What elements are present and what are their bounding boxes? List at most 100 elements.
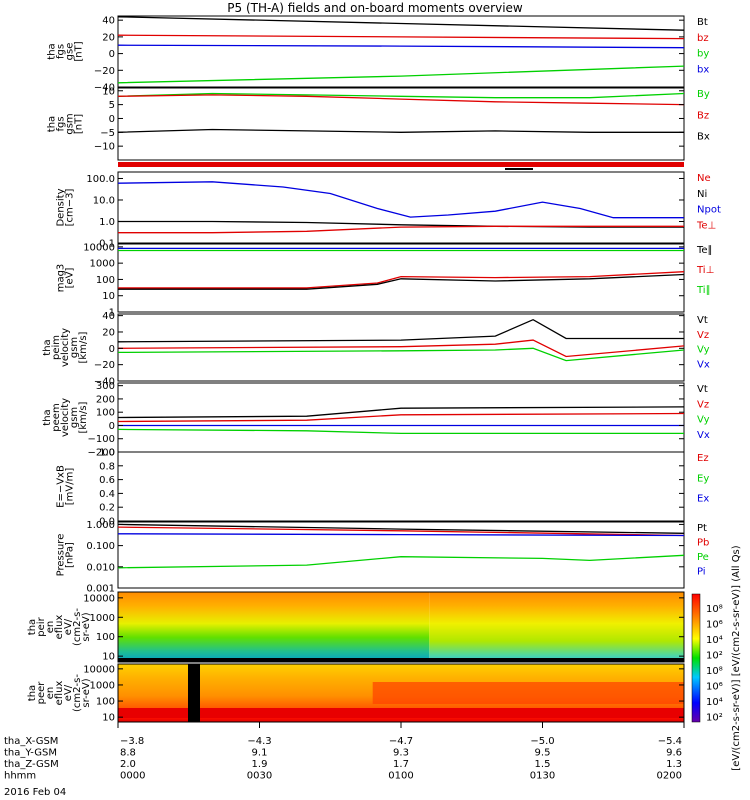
heatmap-data-gap — [188, 664, 200, 722]
series-line-2 — [118, 225, 684, 234]
ytick-label: −100 — [88, 434, 115, 445]
ytick-label: 1.0 — [99, 448, 115, 459]
heatmap-ion-late — [429, 592, 684, 662]
ylabel-line: tha — [27, 619, 38, 635]
colorbar-label: [eV/(cm2-s-sr-eV)] [eV/(cm2-s-sr-eV)] (A… — [731, 545, 742, 770]
ylabel-line: (cm2-s- — [72, 674, 83, 712]
ylabel-line: en — [45, 621, 56, 634]
xaxis-value: −5.0 — [530, 736, 554, 747]
series-line-1 — [117, 94, 685, 106]
ytick-label: 0 — [109, 114, 115, 125]
ytick-label: 0.100 — [86, 541, 115, 552]
heatmap-electron-low-band — [118, 708, 684, 718]
ylabel-line: tha — [27, 685, 38, 701]
ytick-label: 0.8 — [99, 461, 115, 472]
ytick-label: 10000 — [83, 593, 115, 604]
date-label: 2016 Feb 04 — [4, 787, 66, 798]
ylabel-line: sr-eV) — [81, 678, 92, 707]
ytick-label: 1.000 — [86, 520, 115, 531]
ylabel-line: tha — [47, 116, 58, 132]
xaxis-value: 1.3 — [666, 759, 682, 770]
legend-entry: by — [697, 49, 709, 60]
colorbar-strip — [691, 593, 701, 723]
series-line-1 — [117, 34, 685, 40]
ylabel-line: E=−VxB — [56, 465, 67, 508]
series-line-2 — [118, 271, 685, 289]
figure-title: P5 (TH-A) fields and on-board moments ov… — [227, 1, 523, 15]
ylabel-line: peem — [51, 403, 62, 431]
legend-entry: Vz — [697, 330, 709, 341]
series-line-1 — [117, 412, 685, 423]
ylabel-line: [km/s] — [78, 401, 89, 433]
series-line-3 — [117, 554, 685, 569]
panel-frame — [117, 451, 685, 522]
panel-temperature: 10000 1000 100 10 1 mag3[eV] Te∥ Ti⊥ Ti∥ — [56, 242, 715, 318]
ylabel-line: [nT] — [74, 41, 85, 61]
ylabel-line: [nT] — [74, 114, 85, 134]
xaxis-row-label: tha_Z-GSM — [4, 759, 59, 770]
legend-entry: Npot — [697, 205, 721, 216]
panel-density: 100.0 10.0 1.0 0.1 Density[cm−3] Ne Ni Npot Te⊥ — [56, 171, 721, 250]
panel-frame — [117, 313, 685, 382]
panel-peir-en-eflux: 10000 1000 100 10 thapeirenefluxeV/(cm2-s-sr… — [27, 591, 685, 663]
ylabel-line: gse — [65, 43, 76, 61]
legend-entry: By — [697, 89, 710, 100]
ylabel-line: tha — [47, 43, 58, 59]
xaxis-row-label: hhmm — [4, 771, 36, 782]
ytick-label: 40 — [102, 311, 115, 322]
ytick-label: 20 — [102, 32, 115, 43]
heatmap-gap-band — [118, 658, 684, 662]
ytick-label: 0.010 — [86, 562, 115, 573]
xaxis-row-label: tha_X-GSM — [4, 736, 58, 747]
legend-entry: bx — [697, 64, 709, 75]
panel-frame — [117, 521, 685, 589]
ytick-label: 10000 — [83, 664, 115, 675]
xaxis-value: −4.3 — [247, 736, 271, 747]
panel-frame — [117, 87, 685, 161]
heatmap-ion-early — [118, 592, 430, 662]
ytick-label: 20 — [102, 327, 115, 338]
panel-peer-en-eflux: 10000 1000 100 10 thapeerenefluxeV/(cm2-s-sr… — [27, 663, 685, 724]
ytick-label: 10 — [102, 86, 115, 97]
ytick-label: 10 — [102, 713, 115, 724]
ylabel-line: mag3 — [56, 264, 67, 293]
legend-entry: Vy — [697, 415, 710, 426]
ytick-label: −5 — [100, 128, 115, 139]
xaxis-value: 9.5 — [535, 748, 551, 759]
series-line-0 — [117, 523, 685, 534]
legend-entry: Bx — [697, 132, 710, 143]
legend-entry: Pb — [697, 538, 709, 549]
ytick-label: −200 — [88, 448, 115, 459]
ytick-label: −40 — [94, 83, 115, 94]
colorbar-tick: 10⁴ — [706, 697, 723, 708]
colorbar-tick: 10⁶ — [706, 682, 723, 693]
heatmap-electron-mid-band — [372, 682, 684, 704]
xaxis-value: 1.9 — [252, 759, 268, 770]
ylabel-line: eflux — [54, 681, 65, 706]
ytick-label: 100 — [96, 632, 115, 643]
ylabel-line: [eV] — [65, 268, 76, 289]
legend-entry: Ti∥ — [696, 285, 711, 296]
ytick-label: 1.0 — [99, 217, 115, 228]
series-line-0 — [117, 181, 684, 219]
series-line-0 — [117, 406, 685, 419]
ytick-label: 10 — [102, 652, 115, 663]
series-line-2 — [117, 128, 684, 133]
ylabel-line: [mV/m] — [65, 468, 76, 506]
ytick-label: −10 — [94, 142, 115, 153]
series-line-0 — [117, 318, 684, 343]
panel-frame — [117, 171, 685, 244]
series-line-0 — [117, 92, 685, 99]
ylabel-line: eV/ — [63, 684, 74, 701]
series-line-2 — [117, 533, 685, 537]
ylabel-line: (cm2-s- — [72, 608, 83, 646]
ylabel-line: [nPa] — [65, 542, 76, 568]
legend-entry: Ex — [697, 494, 709, 505]
xaxis-value: 0200 — [657, 771, 682, 782]
legend-entry: Ez — [697, 453, 709, 464]
xaxis-value: −4.7 — [389, 736, 413, 747]
